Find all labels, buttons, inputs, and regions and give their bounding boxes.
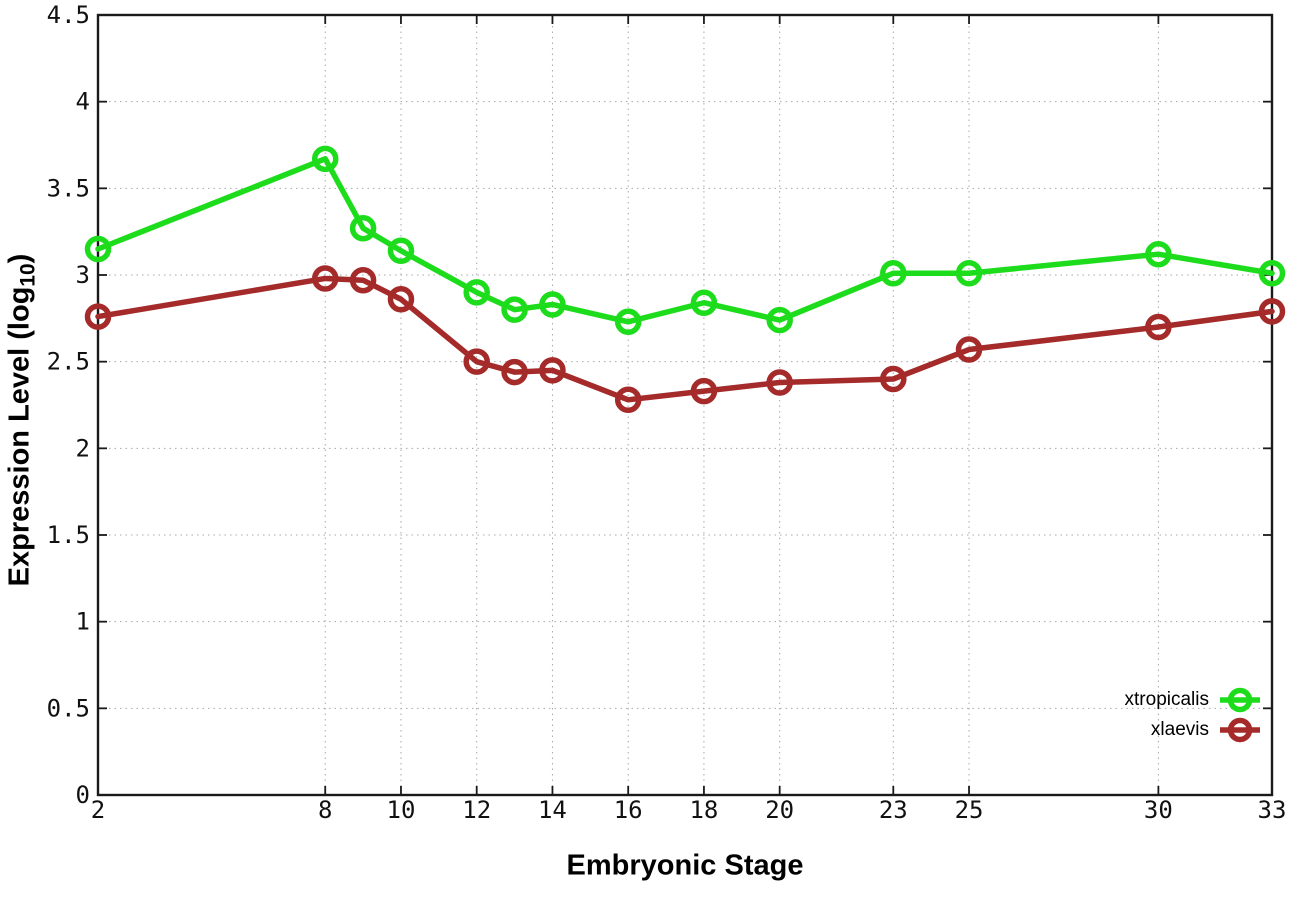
legend-entry-xtropicalis: xtropicalis xyxy=(1125,686,1262,714)
data-point-xtropicalis xyxy=(955,260,983,287)
data-point-xlaevis xyxy=(614,386,642,414)
data-point-xtropicalis xyxy=(84,235,112,263)
y-axis-title-subscript: 10 xyxy=(16,263,40,287)
x-tick-label: 10 xyxy=(387,796,416,824)
series-line-xlaevis xyxy=(95,275,1275,403)
data-point-xlaevis xyxy=(501,358,528,386)
y-axis-title-close: ) xyxy=(3,253,36,264)
data-point-xlaevis xyxy=(349,266,377,294)
plot-border xyxy=(96,13,1274,797)
data-point-xtropicalis xyxy=(539,291,566,318)
data-point-xtropicalis xyxy=(463,279,490,306)
y-tick-label: 0 xyxy=(76,781,90,809)
data-point-xtropicalis xyxy=(349,214,377,242)
data-point-xlaevis xyxy=(387,286,415,313)
x-tick-label: 14 xyxy=(538,796,567,824)
data-point-xtropicalis xyxy=(311,145,339,173)
x-tick-label: 25 xyxy=(955,796,984,824)
data-point-xlaevis xyxy=(84,303,112,330)
x-tick-label: 23 xyxy=(879,796,908,824)
x-tick-label: 33 xyxy=(1258,796,1287,824)
x-tick-label: 2 xyxy=(91,796,105,824)
legend-marker-xtropicalis-icon xyxy=(1220,687,1260,713)
y-axis-title-text: Expression Level (log xyxy=(3,286,36,587)
data-point-xlaevis xyxy=(766,369,793,396)
y-tick-label: 1.5 xyxy=(47,521,90,549)
data-point-xlaevis xyxy=(955,336,983,363)
data-point-xtropicalis xyxy=(387,237,415,264)
data-point-xlaevis xyxy=(1145,313,1172,341)
y-tick-label: 0.5 xyxy=(47,694,90,722)
data-point-xtropicalis xyxy=(614,308,642,336)
data-point-xlaevis xyxy=(880,365,907,393)
x-tick-label: 16 xyxy=(614,796,643,824)
data-point-xlaevis xyxy=(539,357,566,384)
y-tick-label: 2 xyxy=(76,434,90,462)
legend: xtropicalis xlaevis xyxy=(1125,686,1262,744)
data-point-xtropicalis xyxy=(1258,260,1286,287)
y-tick-label: 1 xyxy=(76,608,90,636)
data-point-xtropicalis xyxy=(880,260,907,287)
legend-entry-xlaevis: xlaevis xyxy=(1151,716,1262,744)
data-point-xtropicalis xyxy=(501,296,528,323)
data-point-xlaevis xyxy=(463,348,490,375)
y-tick-label: 3 xyxy=(76,261,90,289)
data-point-xlaevis xyxy=(311,265,339,292)
legend-marker-xlaevis-icon xyxy=(1220,717,1260,743)
x-tick-label: 8 xyxy=(318,796,332,824)
data-point-xlaevis xyxy=(690,377,718,405)
x-tick-label: 18 xyxy=(689,796,718,824)
x-tick-label: 12 xyxy=(462,796,491,824)
y-tick-label: 4 xyxy=(76,88,90,116)
y-axis-title: Expression Level (log10) xyxy=(4,254,41,587)
data-point-xtropicalis xyxy=(766,306,793,334)
data-point-xtropicalis xyxy=(1145,240,1172,268)
y-tick-label: 4.5 xyxy=(47,1,90,29)
x-tick-label: 20 xyxy=(765,796,794,824)
y-tick-label: 3.5 xyxy=(47,174,90,202)
data-point-xtropicalis xyxy=(690,289,718,316)
x-tick-label: 30 xyxy=(1144,796,1173,824)
legend-label-xtropicalis: xtropicalis xyxy=(1124,689,1209,710)
series-line-xtropicalis xyxy=(95,156,1275,325)
x-axis-title: Embryonic Stage xyxy=(566,849,804,882)
y-tick-label: 2.5 xyxy=(47,348,90,376)
legend-label-xlaevis: xlaevis xyxy=(1150,719,1209,740)
data-point-xlaevis xyxy=(1258,298,1286,325)
